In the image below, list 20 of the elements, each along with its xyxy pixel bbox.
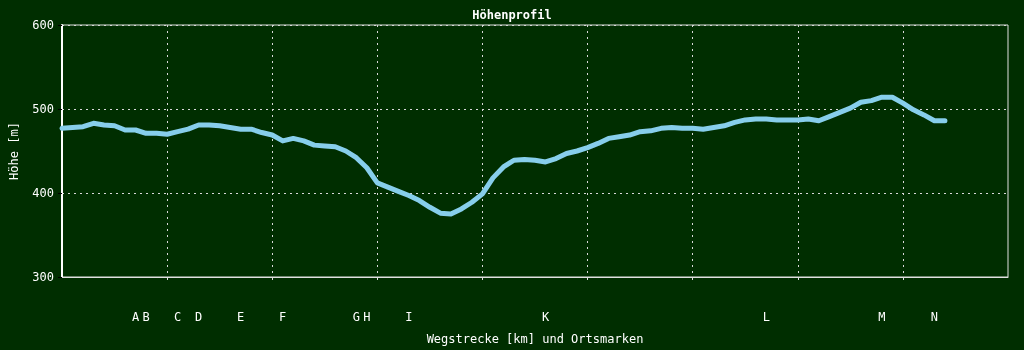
x-tick-label: A <box>131 310 140 324</box>
x-tick-label: D <box>195 310 203 324</box>
x-axis-title: Wegstrecke [km] und Ortsmarken <box>426 332 644 346</box>
x-tick-label: I <box>405 310 413 324</box>
x-tick-label: M <box>878 310 886 324</box>
x-tick-label: H <box>363 310 371 324</box>
x-tick-label: K <box>541 310 550 324</box>
y-tick-label: 300 <box>32 270 54 284</box>
y-tick-label: 600 <box>32 18 54 32</box>
x-tick-label: N <box>930 310 939 324</box>
y-tick-label: 400 <box>32 186 54 200</box>
y-axis-title: Höhe [m] <box>7 122 21 180</box>
y-tick-label: 500 <box>32 102 54 116</box>
x-tick-label: C <box>174 310 182 324</box>
x-tick-label: G <box>352 310 360 324</box>
x-tick-label: F <box>279 310 287 324</box>
x-tick-label: E <box>237 310 245 324</box>
x-tick-label: L <box>762 310 770 324</box>
chart-title: Höhenprofil <box>472 8 552 22</box>
x-tick-label: B <box>142 310 150 324</box>
